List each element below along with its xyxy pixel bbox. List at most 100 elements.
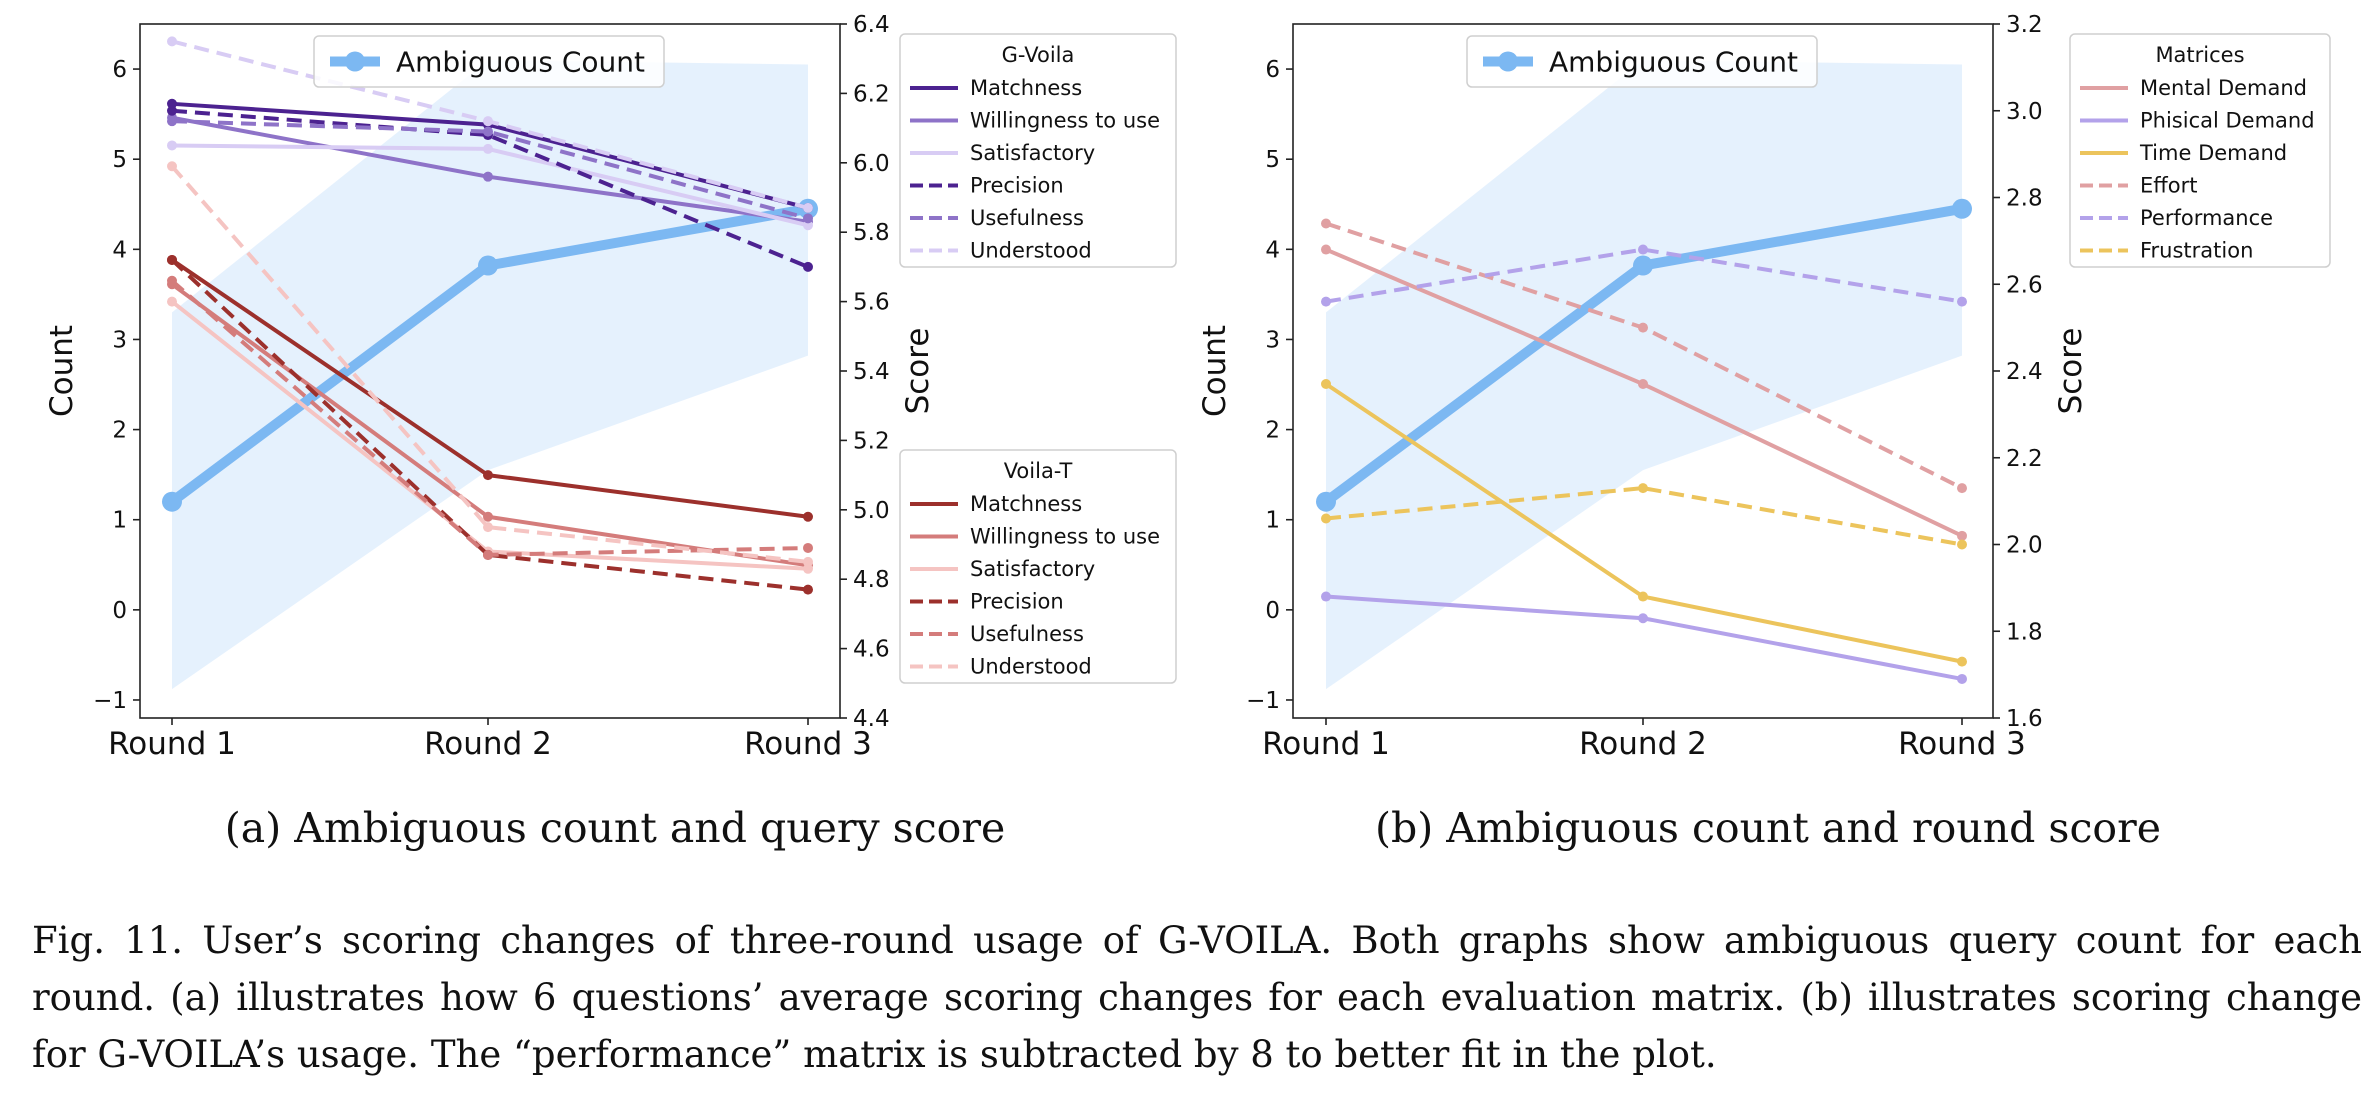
series-point xyxy=(483,116,493,127)
figure-caption: Fig. 11. User’s scoring changes of three… xyxy=(32,919,2362,1076)
series-point xyxy=(803,220,813,231)
y-tick-label: −1 xyxy=(1246,688,1280,714)
legend-label: Willingness to use xyxy=(970,109,1160,133)
y2-tick-label: 6.4 xyxy=(853,12,890,38)
series-point xyxy=(167,116,177,127)
series-point xyxy=(1321,218,1331,229)
series-point xyxy=(803,584,813,595)
confidence-band xyxy=(172,60,808,690)
series-point xyxy=(483,470,493,481)
y-tick-label: −1 xyxy=(93,688,127,714)
series-point xyxy=(167,36,177,47)
y2-tick-label: 5.6 xyxy=(853,290,890,316)
legend-box xyxy=(1466,35,1818,88)
y2-tick-label: 2.2 xyxy=(2006,446,2043,472)
x-tick-label: Round 2 xyxy=(1579,726,1707,762)
y-tick-label: 2 xyxy=(112,418,127,444)
series-point xyxy=(1638,322,1648,333)
legend-label: Ambiguous Count xyxy=(396,46,645,79)
series-point xyxy=(167,296,177,307)
y-tick-label: 4 xyxy=(1265,237,1280,263)
ambiguous-count-point xyxy=(1952,198,1972,219)
legend-g-voila: G-Voila Matchness Willingness to use Satisf… xyxy=(899,33,1177,268)
y2-tick-label: 2.8 xyxy=(2006,186,2043,212)
y-tick-label: 3 xyxy=(1265,327,1280,353)
y2-tick-label: 6.0 xyxy=(853,151,890,177)
series-point xyxy=(167,254,177,265)
legend-box xyxy=(313,35,665,88)
confidence-band xyxy=(1326,60,1962,690)
chart-b: −1 0 1 2 3 4 5 6 1.6 1.8 2.0 2.2 2.4 2.6 2.8 3.0 3.2 Roun… xyxy=(1197,12,2331,852)
series-point xyxy=(803,542,813,553)
series-point xyxy=(483,549,493,560)
series-point xyxy=(1321,591,1331,602)
series-line-usefulness xyxy=(171,119,809,221)
legend-label: Performance xyxy=(2140,206,2273,230)
y2-tick-label: 4.4 xyxy=(853,706,890,732)
series-point xyxy=(1957,483,1967,494)
x-tick-label: Round 3 xyxy=(1898,726,2026,762)
y2-axis-label: Score xyxy=(2053,328,2089,415)
legend-label: Understood xyxy=(970,239,1092,263)
series-point xyxy=(483,522,493,533)
ambiguous-count-legend: Ambiguous Count xyxy=(313,35,665,88)
series-point xyxy=(1638,591,1648,602)
legend-label: Time Demand xyxy=(2139,141,2287,165)
series-line-precision xyxy=(171,108,809,269)
legend-label: Willingness to use xyxy=(970,525,1160,549)
series-point xyxy=(167,275,177,286)
y2-tick-label: 2.6 xyxy=(2006,272,2043,298)
series-point xyxy=(167,105,177,116)
series-point xyxy=(1321,244,1331,255)
x-tick-label: Round 3 xyxy=(744,726,872,762)
y2-tick-label: 5.2 xyxy=(853,428,890,454)
y-tick-label: 6 xyxy=(1265,57,1280,83)
y2-tick-label: 2.4 xyxy=(2006,359,2043,385)
y2-tick-label: 5.8 xyxy=(853,220,890,246)
series-point xyxy=(483,126,493,137)
legend-label: Matchness xyxy=(970,76,1082,100)
series-line-understood xyxy=(170,164,809,564)
y-tick-label: 5 xyxy=(1265,147,1280,173)
ambiguous-count-legend: Ambiguous Count xyxy=(1466,35,1818,88)
legend-label: Satisfactory xyxy=(970,141,1095,165)
legend-box xyxy=(2069,33,2331,268)
series-point xyxy=(1321,379,1331,390)
y2-tick-label: 4.6 xyxy=(853,637,890,663)
y2-tick-label: 2.0 xyxy=(2006,533,2043,559)
series-point xyxy=(1638,379,1648,390)
series-line-precision xyxy=(170,258,809,592)
y-tick-label: 6 xyxy=(112,57,127,83)
series-point xyxy=(803,202,813,213)
legend-matrices: Matrices Mental Demand Phisical Demand Time… xyxy=(2069,33,2331,268)
legend-title: Matrices xyxy=(2155,43,2244,67)
series-point xyxy=(1638,613,1648,624)
series-point xyxy=(1638,244,1648,255)
y-axis-label: Count xyxy=(44,325,80,417)
ambiguous-count-point xyxy=(162,491,182,512)
y-axis-label: Count xyxy=(1197,325,1233,417)
y-tick-label: 1 xyxy=(1265,508,1280,534)
subcaption: (a) Ambiguous count and query score xyxy=(225,804,1005,852)
legend-label: Phisical Demand xyxy=(2140,109,2315,133)
series-point xyxy=(483,143,493,154)
legend-label: Frustration xyxy=(2140,239,2253,263)
legend-label: Usefulness xyxy=(970,622,1084,646)
legend-label: Understood xyxy=(970,655,1092,679)
subcaption: (b) Ambiguous count and round score xyxy=(1375,804,2161,852)
legend-label: Precision xyxy=(970,174,1064,198)
legend-label: Effort xyxy=(2140,174,2197,198)
ambiguous-count-point xyxy=(1633,255,1653,276)
legend-marker xyxy=(1498,51,1518,72)
figure: −1 0 1 2 3 4 5 6 4.4 4.6 4.8 5.0 5.2 5.4 5.6 5.8 6.0 6.2 6… xyxy=(44,12,2331,852)
series-line-performance xyxy=(1325,247,1963,304)
series-point xyxy=(1957,673,1967,684)
legend-voila-t: Voila-T Matchness Willingness to use Satisf… xyxy=(899,449,1177,684)
y2-tick-label: 1.6 xyxy=(2006,706,2043,732)
y2-tick-label: 1.8 xyxy=(2006,619,2043,645)
series-point xyxy=(167,98,177,109)
y-tick-label: 0 xyxy=(112,598,127,624)
legend-label: Ambiguous Count xyxy=(1549,46,1798,79)
y2-tick-label: 3.2 xyxy=(2006,12,2043,38)
y-tick-label: 0 xyxy=(1265,598,1280,624)
